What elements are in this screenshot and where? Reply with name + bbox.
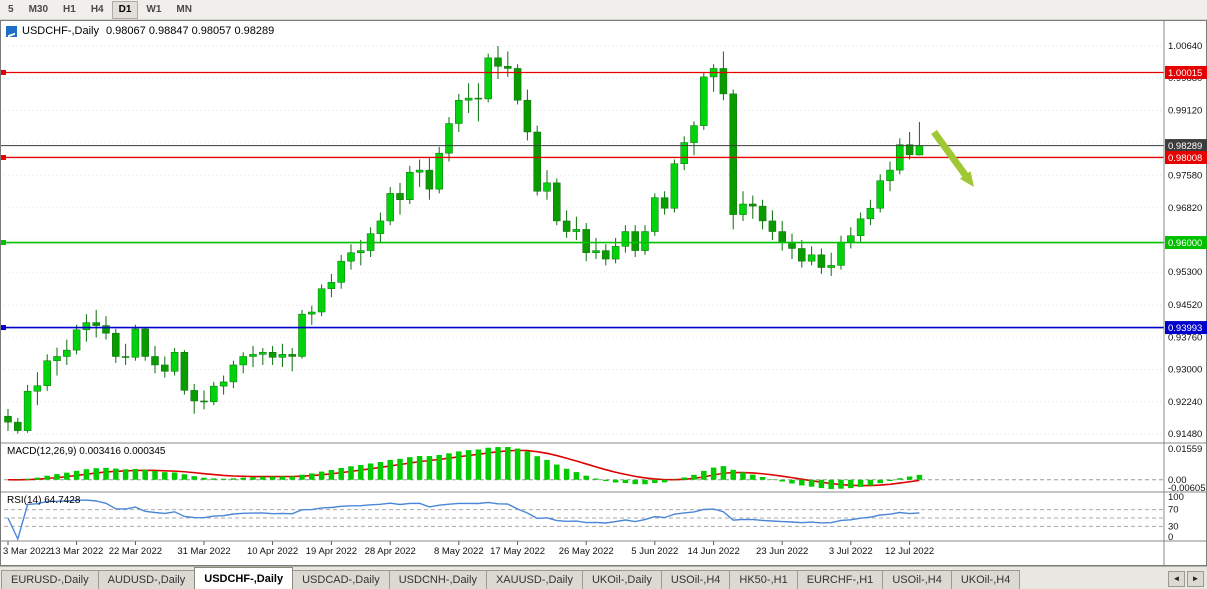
svg-text:1.00015: 1.00015 [1168, 68, 1202, 79]
resistance-line-lower-price-flag [1165, 150, 1207, 164]
price-axis-label: 0.95300 [1168, 267, 1202, 278]
macd-axis-max: 0.01559 [1168, 444, 1202, 455]
price-axis-label: 0.92240 [1168, 397, 1202, 408]
support-line-blue-price-flag [1165, 321, 1207, 335]
timeframe-button-m30[interactable]: M30 [22, 1, 55, 19]
main-chart-area[interactable]: 1.006400.998800.991200.983600.975800.968… [0, 20, 1207, 566]
resistance-line-lower-anchor[interactable] [1, 154, 6, 160]
macd-panel: 0.01559 0.00-0.00605 [4, 444, 1206, 494]
price-axis-label: 0.91480 [1168, 429, 1202, 440]
time-axis-label: 28 Apr 2022 [365, 546, 416, 557]
chart-tab-hk50-h1[interactable]: HK50-,H1 [729, 570, 798, 589]
price-axis-label: 0.96820 [1168, 203, 1202, 214]
time-axis-label: 13 Mar 2022 [50, 546, 103, 557]
macd-axis-min: -0.00605 [1168, 483, 1206, 494]
price-axis-label: 0.93760 [1168, 332, 1202, 343]
rsi-axis-label: 100 [1168, 492, 1184, 503]
tabs-scroll-controls: ◄ ► [1165, 571, 1207, 589]
current-price-line-price-flag [1165, 139, 1207, 153]
chart-tabs-bar: EURUSD-,Daily AUDUSD-,Daily USDCHF-,Daily U… [0, 566, 1207, 589]
timeframe-button-w1[interactable]: W1 [139, 1, 168, 19]
time-axis-label: 26 May 2022 [559, 546, 614, 557]
time-axis-label: 12 Jul 2022 [885, 546, 934, 557]
timeframe-button-mn[interactable]: MN [169, 1, 199, 19]
chart-tab-usdcnh-daily[interactable]: USDCNH-,Daily [388, 570, 487, 589]
time-axis-label: 10 Apr 2022 [247, 546, 298, 557]
svg-text:0.98008: 0.98008 [1168, 153, 1202, 164]
rsi-line [7, 499, 920, 542]
rsi-axis-label: 30 [1168, 521, 1179, 532]
timeframe-button-h1[interactable]: H1 [56, 1, 83, 19]
chart-tab-xauusd-daily[interactable]: XAUUSD-,Daily [485, 570, 583, 589]
timeframe-button-5[interactable]: 5 [1, 1, 21, 19]
horizontal-lines-layer [1, 69, 1164, 331]
time-axis-label: 22 Mar 2022 [109, 546, 162, 557]
svg-text:0.96000: 0.96000 [1168, 238, 1202, 249]
price-axis-label: 0.99120 [1168, 105, 1202, 116]
time-axis-label: 14 Jun 2022 [687, 546, 739, 557]
chart-window: 1.006400.998800.991200.983600.975800.968… [0, 20, 1207, 566]
resistance-line-upper-anchor[interactable] [1, 69, 6, 75]
tabs-scroll-right-button[interactable]: ► [1187, 571, 1204, 587]
time-axis-label: 23 Jun 2022 [756, 546, 808, 557]
chart-tab-eurchf-h1[interactable]: EURCHF-,H1 [796, 570, 884, 589]
macd-signal-line [7, 449, 920, 487]
chart-tab-audusd-daily[interactable]: AUDUSD-,Daily [97, 570, 196, 589]
svg-text:0.93993: 0.93993 [1168, 323, 1202, 334]
support-line-green-price-flag [1165, 236, 1207, 250]
rsi-panel: 100 70 300 [4, 492, 1184, 543]
chart-tab-ukoil-daily[interactable]: UKOil-,Daily [581, 570, 662, 589]
price-axis-label: 0.94520 [1168, 300, 1202, 311]
timeframe-toolbar: 5 M30 H1 H4 D1 W1 MN [0, 0, 1207, 20]
chart-tab-eurusd-daily[interactable]: EURUSD-,Daily [1, 570, 99, 589]
chart-tabs: EURUSD-,Daily AUDUSD-,Daily USDCHF-,Daily U… [0, 567, 1021, 589]
price-axis-label: 1.00640 [1168, 41, 1202, 52]
time-axis-label: 3 Jul 2022 [829, 546, 873, 557]
time-axis-label: 31 Mar 2022 [177, 546, 230, 557]
price-axis-label: 0.93000 [1168, 365, 1202, 376]
time-axis-label: 17 May 2022 [490, 546, 545, 557]
chart-tab-usdchf-daily[interactable]: USDCHF-,Daily [194, 567, 294, 589]
time-axis-label: 19 Apr 2022 [306, 546, 357, 557]
time-axis-label: 3 Mar 2022 [3, 546, 51, 557]
chart-tab-ukoil-h4[interactable]: UKOil-,H4 [950, 570, 1021, 589]
timeframe-button-d1[interactable]: D1 [111, 0, 139, 19]
timeframe-button-h4[interactable]: H4 [84, 1, 111, 19]
support-line-blue-anchor[interactable] [1, 325, 6, 331]
rsi-axis-label: 0 [1168, 532, 1173, 543]
macd-axis-zero: 0.00 [1168, 475, 1187, 486]
tabs-scroll-left-button[interactable]: ◄ [1168, 571, 1185, 587]
time-axis-label: 5 Jun 2022 [631, 546, 678, 557]
rsi-axis-label: 70 [1168, 505, 1179, 516]
time-axis-label: 8 May 2022 [434, 546, 484, 557]
trend-arrow-annotation[interactable] [931, 129, 974, 187]
svg-text:0.98289: 0.98289 [1168, 141, 1202, 152]
chart-tab-usdcad-daily[interactable]: USDCAD-,Daily [292, 570, 390, 589]
support-line-green-anchor[interactable] [1, 240, 6, 246]
price-axis-label: 0.97580 [1168, 171, 1202, 182]
macd-histogram [15, 447, 923, 489]
resistance-line-upper-price-flag [1165, 65, 1207, 79]
chart-tab-usoil-h4[interactable]: USOil-,H4 [882, 570, 952, 589]
chart-tab-usoil-h4[interactable]: USOil-,H4 [660, 570, 731, 589]
